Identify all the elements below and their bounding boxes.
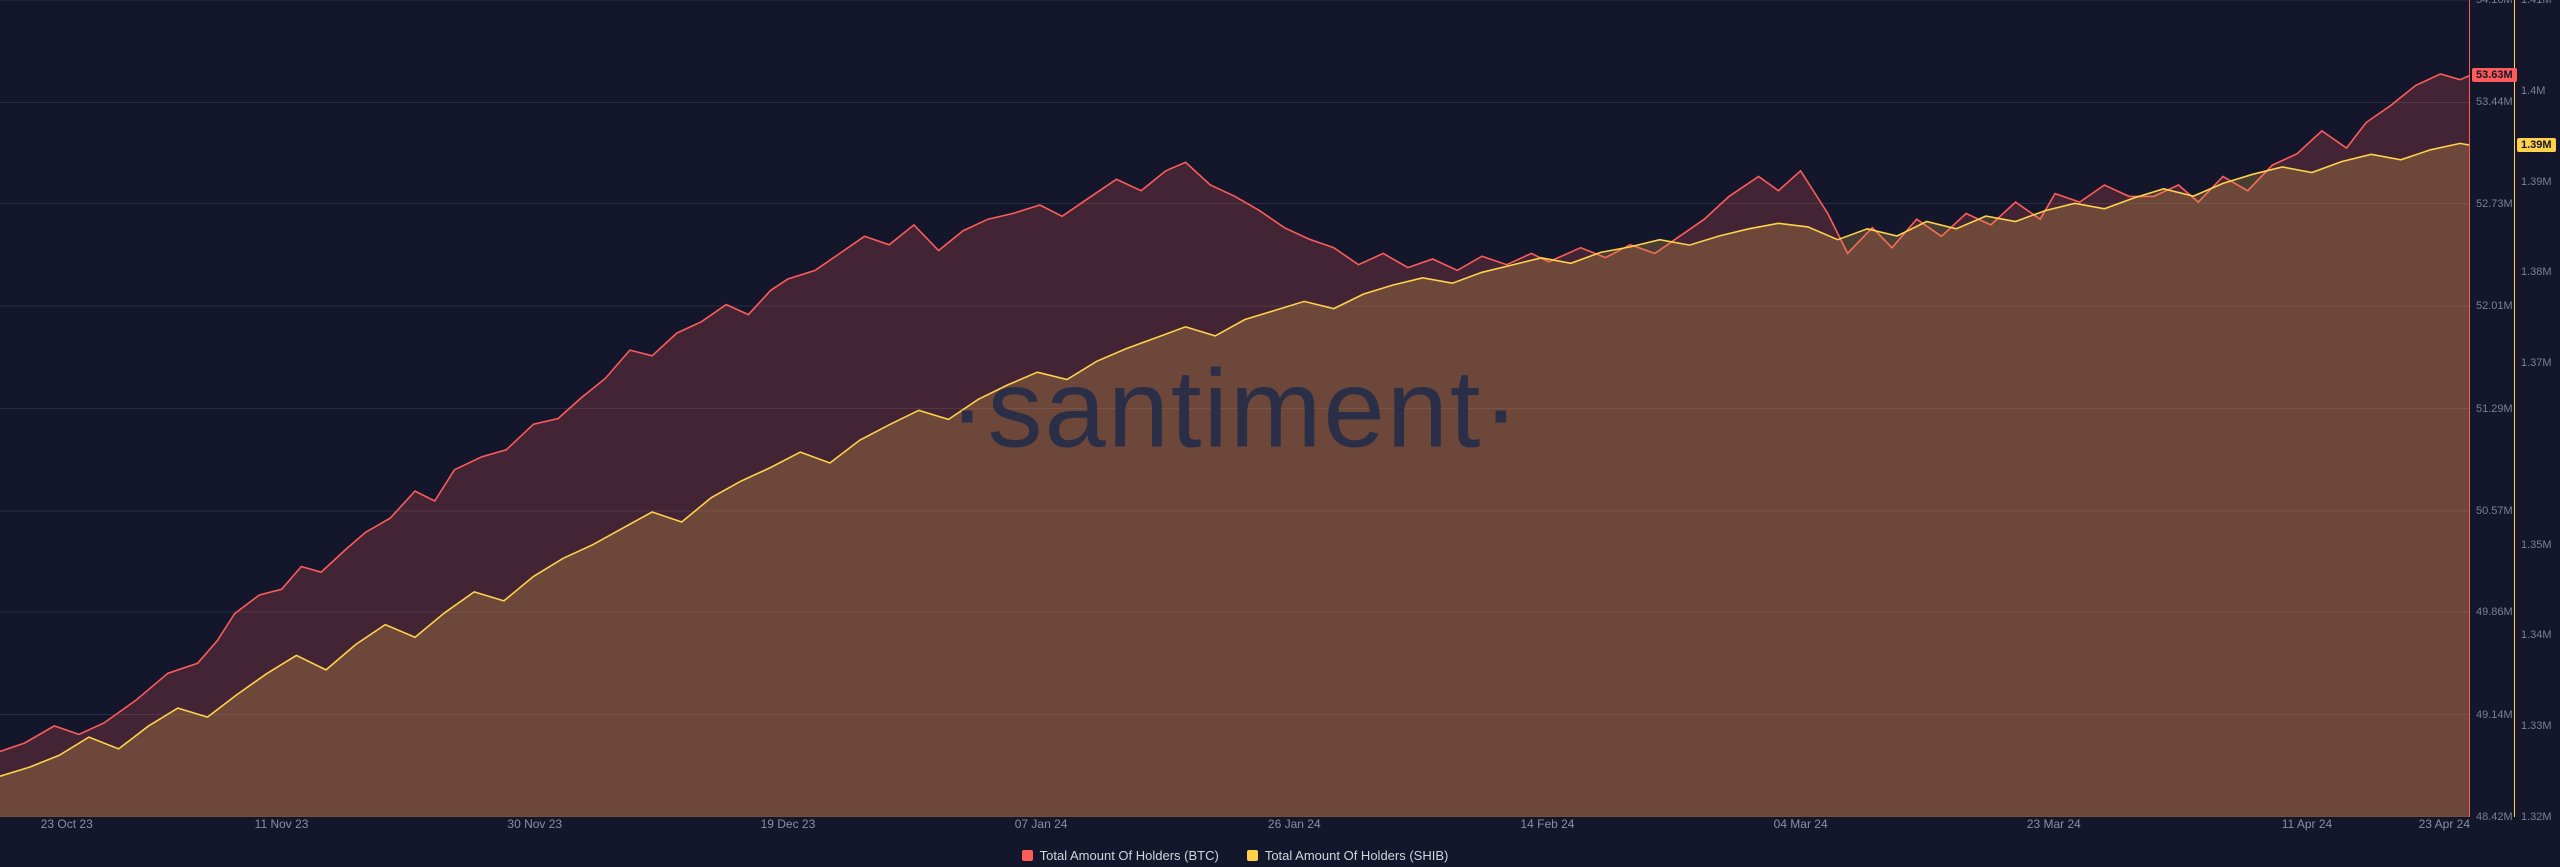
y-tick: 1.35M <box>2521 539 2552 551</box>
y-tick: 1.34M <box>2521 629 2552 641</box>
x-tick: 23 Mar 24 <box>2027 817 2081 831</box>
y-tick: 48.42M <box>2476 811 2513 823</box>
x-tick: 30 Nov 23 <box>507 817 562 831</box>
x-tick: 04 Mar 24 <box>1774 817 1828 831</box>
y-tick: 52.01M <box>2476 300 2513 312</box>
y-tick: 49.86M <box>2476 606 2513 618</box>
y-tick: 1.39M <box>2521 176 2552 188</box>
x-tick: 07 Jan 24 <box>1015 817 1068 831</box>
x-tick: 11 Apr 24 <box>2282 817 2332 831</box>
y-tick: 49.14M <box>2476 709 2513 721</box>
current-value-badge: 1.39M <box>2517 138 2556 152</box>
legend-item-shib[interactable]: Total Amount Of Holders (SHIB) <box>1247 848 1449 863</box>
holders-chart: ·santiment· 48.42M 49.14M 49.86M 50.57M 51.2… <box>0 0 2560 867</box>
x-tick: 19 Dec 23 <box>761 817 816 831</box>
y-tick: 54.16M <box>2476 0 2513 6</box>
y-tick: 1.41M <box>2521 0 2552 6</box>
y-tick: 1.33M <box>2521 720 2552 732</box>
legend: Total Amount Of Holders (BTC) Total Amou… <box>0 848 2470 863</box>
x-tick: 11 Nov 23 <box>255 817 309 831</box>
y-tick: 50.57M <box>2476 505 2513 517</box>
legend-label-btc: Total Amount Of Holders (BTC) <box>1040 848 1219 863</box>
y-axis-shib: 1.32M1.33M1.34M1.35M1.37M1.38M1.39M1.4M1… <box>2515 0 2560 817</box>
y-tick: 51.29M <box>2476 403 2513 415</box>
x-tick: 26 Jan 24 <box>1268 817 1321 831</box>
x-tick: 23 Oct 23 <box>41 817 93 831</box>
legend-label-shib: Total Amount Of Holders (SHIB) <box>1265 848 1449 863</box>
y-tick: 1.38M <box>2521 266 2552 278</box>
y-tick: 1.37M <box>2521 357 2552 369</box>
legend-swatch-btc <box>1022 850 1033 861</box>
y-tick: 52.73M <box>2476 198 2513 210</box>
y-tick: 1.4M <box>2521 85 2545 97</box>
legend-item-btc[interactable]: Total Amount Of Holders (BTC) <box>1022 848 1219 863</box>
y-tick: 53.44M <box>2476 96 2513 108</box>
y-axis-btc: 48.42M49.14M49.86M50.57M51.29M52.01M52.7… <box>2470 0 2515 817</box>
x-axis: 23 Oct 23 11 Nov 23 30 Nov 23 19 Dec 23 07 J… <box>0 817 2470 837</box>
y-tick: 1.32M <box>2521 811 2552 823</box>
plot-area[interactable]: ·santiment· <box>0 0 2470 817</box>
legend-swatch-shib <box>1247 850 1258 861</box>
current-value-badge: 53.63M <box>2472 68 2517 82</box>
x-tick: 23 Apr 24 <box>2419 817 2470 831</box>
x-tick: 14 Feb 24 <box>1520 817 1574 831</box>
